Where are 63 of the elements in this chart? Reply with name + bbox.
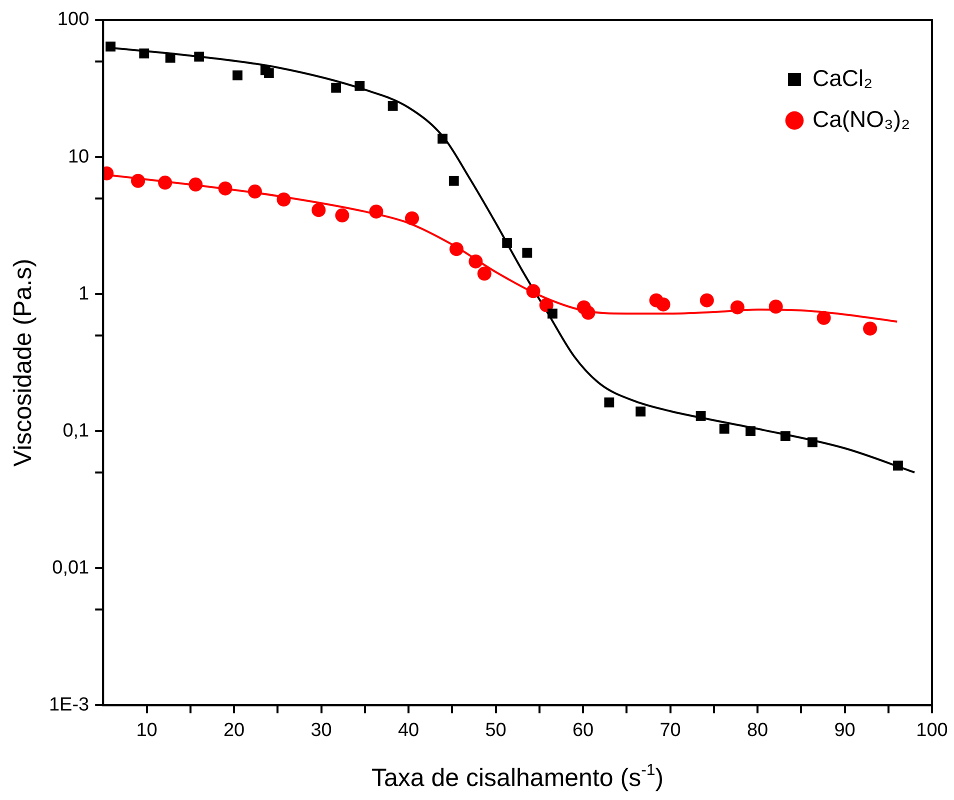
point bbox=[404, 211, 419, 226]
point bbox=[218, 181, 232, 196]
point bbox=[539, 298, 554, 312]
point bbox=[264, 68, 274, 78]
point bbox=[312, 203, 326, 218]
y-tick-label: 0,1 bbox=[62, 420, 90, 442]
point bbox=[139, 48, 150, 58]
point bbox=[780, 431, 790, 442]
point bbox=[276, 192, 291, 206]
point bbox=[768, 300, 783, 314]
point bbox=[746, 426, 756, 436]
legend-label: CaCl₂ bbox=[812, 64, 873, 91]
point bbox=[449, 242, 464, 256]
point bbox=[604, 397, 614, 408]
x-tick-label: 60 bbox=[572, 720, 594, 741]
point bbox=[248, 184, 262, 199]
point bbox=[477, 266, 492, 281]
y-axis-title: Viscosidade (Pa.s) bbox=[8, 258, 37, 467]
point bbox=[816, 310, 831, 325]
point bbox=[165, 52, 176, 63]
point bbox=[335, 208, 350, 222]
point bbox=[700, 293, 714, 308]
point bbox=[526, 284, 540, 298]
x-tick-label: 20 bbox=[223, 720, 245, 741]
point bbox=[522, 248, 532, 258]
point bbox=[194, 52, 204, 62]
point bbox=[696, 411, 706, 421]
point bbox=[188, 178, 203, 192]
point bbox=[158, 176, 172, 190]
x-tick-label: 80 bbox=[746, 720, 768, 741]
point bbox=[863, 322, 878, 336]
x-tick-label: 90 bbox=[834, 720, 856, 741]
point bbox=[893, 460, 903, 471]
point bbox=[131, 174, 146, 188]
point bbox=[388, 100, 398, 111]
x-tick-label: 40 bbox=[398, 720, 420, 741]
x-tick-label: 70 bbox=[660, 720, 681, 741]
point bbox=[581, 306, 596, 320]
point bbox=[548, 308, 558, 319]
point bbox=[438, 134, 448, 144]
y-tick-label: 1 bbox=[78, 283, 90, 304]
point bbox=[636, 406, 646, 416]
y-tick-label: 10 bbox=[68, 146, 90, 168]
point bbox=[232, 70, 242, 80]
point bbox=[730, 300, 744, 314]
point bbox=[808, 437, 818, 448]
y-tick-label: 100 bbox=[57, 9, 90, 30]
x-tick-label: 10 bbox=[136, 720, 158, 741]
x-tick-label: 30 bbox=[310, 720, 332, 741]
point bbox=[354, 81, 365, 91]
point bbox=[331, 82, 342, 93]
point bbox=[502, 238, 512, 248]
point bbox=[369, 204, 384, 219]
y-tick-label: 0,01 bbox=[52, 557, 90, 578]
point bbox=[656, 297, 670, 312]
point bbox=[468, 254, 483, 268]
x-tick-label: 50 bbox=[485, 720, 506, 741]
point bbox=[106, 42, 116, 52]
y-tick-label: 1E-3 bbox=[48, 694, 90, 716]
point bbox=[448, 176, 459, 186]
legend-label: Ca(NO₃)₂ bbox=[812, 106, 910, 132]
point bbox=[719, 424, 730, 434]
x-tick-label: 100 bbox=[916, 720, 948, 741]
